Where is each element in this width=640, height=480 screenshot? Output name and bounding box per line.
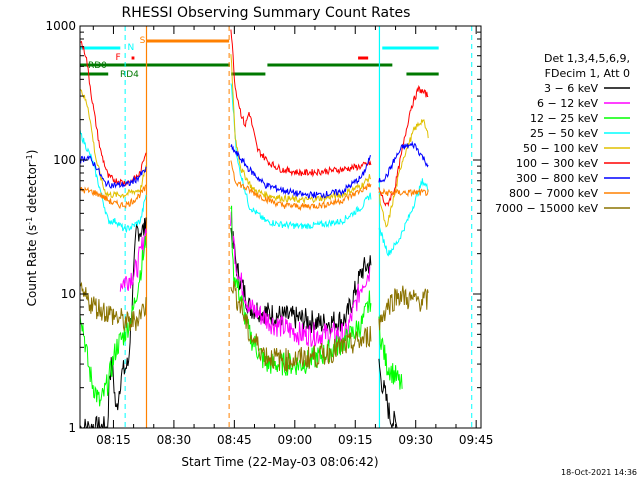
- series-line-2: [80, 205, 403, 407]
- y-tick-labels: 1 10 100 1000: [45, 19, 76, 435]
- flag-bars: SNF RD0 RD4: [80, 36, 439, 80]
- x-tick-label: 09:00: [278, 433, 313, 447]
- series-line-7: [80, 160, 429, 212]
- legend-label-6: 300 − 800 keV: [516, 172, 598, 185]
- flag-label-f: F: [115, 53, 120, 63]
- y-tick-label: 1: [68, 421, 76, 435]
- series-line-4: [80, 54, 429, 228]
- legend-label-0: 3 − 6 keV: [544, 82, 598, 95]
- legend-label-2: 12 − 25 keV: [530, 112, 598, 125]
- x-tick-label: 09:30: [398, 433, 433, 447]
- x-tick-label: 08:45: [217, 433, 252, 447]
- timestamp: 18-Oct-2021 14:36: [561, 468, 637, 477]
- series-line-8: [80, 281, 429, 372]
- flag-label-n: N: [128, 43, 135, 53]
- x-tick-label: 08:30: [157, 433, 192, 447]
- legend-header-1: Det 1,3,4,5,6,9,: [544, 52, 630, 65]
- legend-header-2: FDecim 1, Att 0: [545, 67, 630, 80]
- y-tick-label: 100: [53, 153, 76, 167]
- x-tick-label: 09:15: [338, 433, 373, 447]
- flag-label-rd4: RD4: [120, 70, 139, 80]
- chart-title: RHESSI Observing Summary Count Rates: [122, 5, 411, 21]
- x-axis-label: Start Time (22-May-03 08:06:42): [181, 455, 378, 469]
- series-group: [80, 29, 429, 428]
- legend: Det 1,3,4,5,6,9, FDecim 1, Att 0 3 − 6 k…: [495, 52, 630, 215]
- legend-label-4: 50 − 100 keV: [523, 142, 598, 155]
- x-tick-label: 09:45: [459, 433, 494, 447]
- flag-label-s: S: [140, 36, 146, 46]
- series-line-0: [80, 217, 398, 428]
- series-line-6: [80, 140, 429, 199]
- legend-label-3: 25 − 50 keV: [530, 127, 598, 140]
- series-line-3: [80, 83, 429, 257]
- series-line-5: [80, 29, 429, 207]
- flag-label-rd0: RD0: [88, 61, 107, 71]
- y-tick-label: 1000: [45, 19, 76, 33]
- y-tick-label: 10: [61, 287, 76, 301]
- axis-ticks: [80, 25, 481, 429]
- legend-label-7: 800 − 7000 keV: [509, 187, 598, 200]
- legend-label-1: 6 − 12 keV: [537, 97, 598, 110]
- series-line-1: [119, 211, 371, 347]
- x-tick-label: 08:15: [96, 433, 131, 447]
- legend-label-8: 7000 − 15000 keV: [495, 202, 598, 215]
- legend-label-5: 100 − 300 keV: [516, 157, 598, 170]
- plot-frame: [79, 25, 482, 429]
- y-axis-label: Count Rate (s-1 detector-1): [25, 150, 39, 307]
- x-tick-labels: 08:15 08:30 08:45 09:00 09:15 09:30 09:45: [96, 433, 493, 447]
